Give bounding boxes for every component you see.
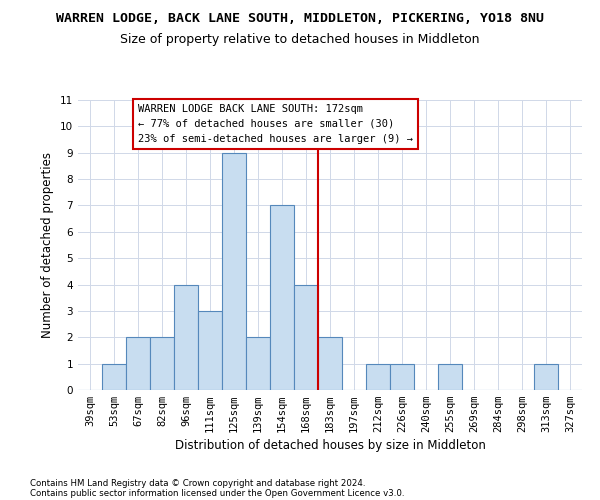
Bar <box>126 338 150 390</box>
Text: Contains public sector information licensed under the Open Government Licence v3: Contains public sector information licen… <box>30 488 404 498</box>
Text: Size of property relative to detached houses in Middleton: Size of property relative to detached ho… <box>120 32 480 46</box>
Bar <box>270 206 294 390</box>
Y-axis label: Number of detached properties: Number of detached properties <box>41 152 55 338</box>
Bar <box>294 284 318 390</box>
X-axis label: Distribution of detached houses by size in Middleton: Distribution of detached houses by size … <box>175 440 485 452</box>
Bar <box>318 338 342 390</box>
Bar <box>534 364 558 390</box>
Bar <box>438 364 462 390</box>
Bar <box>246 338 270 390</box>
Text: WARREN LODGE, BACK LANE SOUTH, MIDDLETON, PICKERING, YO18 8NU: WARREN LODGE, BACK LANE SOUTH, MIDDLETON… <box>56 12 544 26</box>
Bar <box>390 364 414 390</box>
Text: Contains HM Land Registry data © Crown copyright and database right 2024.: Contains HM Land Registry data © Crown c… <box>30 478 365 488</box>
Bar <box>102 364 126 390</box>
Bar <box>222 152 246 390</box>
Bar <box>198 311 222 390</box>
Bar <box>174 284 198 390</box>
Text: WARREN LODGE BACK LANE SOUTH: 172sqm
← 77% of detached houses are smaller (30)
2: WARREN LODGE BACK LANE SOUTH: 172sqm ← 7… <box>138 104 413 144</box>
Bar <box>150 338 174 390</box>
Bar <box>366 364 390 390</box>
